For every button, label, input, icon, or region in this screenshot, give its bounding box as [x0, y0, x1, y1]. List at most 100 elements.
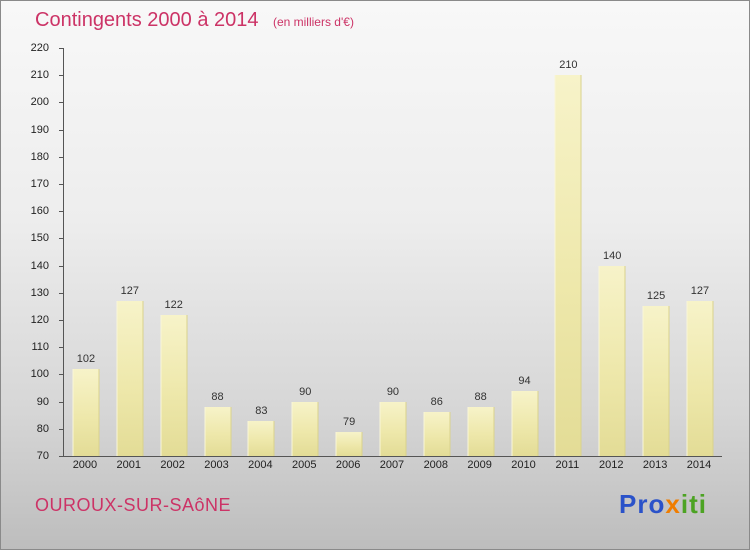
y-axis-tick — [59, 238, 64, 240]
bar-value-label: 140 — [603, 249, 622, 262]
bar — [379, 401, 407, 456]
bar-column: 83 — [239, 48, 283, 456]
x-axis-label: 2003 — [204, 459, 229, 471]
y-axis-tick — [59, 183, 64, 185]
x-axis-label: 2001 — [116, 459, 142, 471]
bar-column: 125 — [634, 48, 678, 456]
chart-title: Contingents 2000 à 2014 — [35, 9, 259, 31]
y-axis-tick — [59, 401, 64, 403]
y-axis-tick — [59, 319, 64, 321]
bar-column: 140 — [590, 48, 634, 456]
x-axis-label: 2013 — [642, 459, 668, 471]
bar-column: 127 — [108, 48, 152, 456]
bar — [116, 300, 144, 456]
y-axis-tick — [59, 156, 64, 158]
logo-letter: P — [619, 489, 638, 519]
y-axis-label: 150 — [30, 232, 49, 245]
bar — [335, 431, 363, 456]
y-axis-label: 110 — [31, 341, 49, 354]
logo-letter: t — [689, 489, 699, 519]
proxiti-logo: Proxiti — [619, 489, 707, 520]
bar-column: 88 — [459, 48, 503, 456]
y-axis-tick — [59, 265, 64, 267]
y-axis-label: 160 — [30, 205, 49, 218]
bar-value-label: 125 — [646, 290, 666, 303]
x-axis-labels: 2000 2001 2002 2003 2004 2005 2006 2007 2008 2009… — [63, 459, 721, 471]
y-axis-label: 210 — [30, 69, 49, 82]
bar-value-label: 94 — [518, 374, 531, 387]
y-axis-label: 200 — [30, 96, 49, 109]
bar-column: 102 — [64, 48, 108, 456]
logo-letter: x — [665, 489, 681, 519]
chart-subtitle: (en milliers d'€) — [272, 15, 354, 29]
bar-column: 79 — [327, 48, 371, 456]
x-axis-label: 2012 — [599, 459, 624, 471]
y-axis-label: 70 — [36, 450, 49, 462]
logo-letter: i — [680, 489, 690, 519]
bar-value-label: 88 — [211, 391, 224, 404]
y-axis-tick — [59, 428, 64, 430]
bar-column: 127 — [678, 48, 722, 456]
bar — [598, 265, 626, 456]
bar-value-label: 83 — [255, 404, 268, 417]
x-axis-label: 2005 — [291, 459, 317, 471]
footer-location: OUROUX-SUR-SAôNE — [35, 495, 232, 515]
y-axis-label: 190 — [30, 123, 49, 136]
bar-value-label: 122 — [164, 298, 183, 311]
y-axis-label: 140 — [30, 259, 49, 272]
bar — [423, 412, 451, 456]
bar-column: 88 — [196, 48, 240, 456]
bar-column: 210 — [546, 48, 590, 456]
y-axis-label: 120 — [30, 313, 49, 326]
bar-value-label: 79 — [342, 415, 356, 428]
logo-letter: r — [637, 489, 649, 519]
y-axis-label: 90 — [36, 395, 49, 408]
x-axis-label: 2014 — [686, 459, 712, 471]
x-axis-label: 2011 — [555, 459, 580, 471]
y-axis-label: 130 — [30, 286, 49, 299]
bar-value-label: 90 — [386, 385, 400, 398]
bar — [291, 401, 319, 456]
y-axis-tick — [59, 102, 64, 104]
y-axis-tick — [59, 129, 64, 131]
y-axis-label: 220 — [30, 42, 49, 54]
y-axis-tick — [59, 374, 64, 376]
y-axis-tick — [59, 292, 64, 294]
bar — [511, 390, 539, 456]
bar — [554, 75, 582, 456]
bar — [467, 407, 495, 456]
bars-container: 102 127 122 88 83 90 79 90 86 88 94 210 140 125 127 — [64, 48, 722, 456]
y-axis-label: 170 — [30, 177, 49, 190]
bar — [160, 314, 188, 456]
bar — [72, 368, 100, 456]
x-axis-label: 2002 — [160, 459, 185, 471]
y-axis-label: 180 — [30, 150, 49, 163]
y-axis-tick — [59, 456, 64, 457]
bar-value-label: 102 — [76, 352, 96, 365]
bar-column: 90 — [371, 48, 415, 456]
bar-value-label: 210 — [559, 59, 578, 72]
bar-column: 94 — [503, 48, 547, 456]
bar-column: 122 — [152, 48, 196, 456]
y-axis-tick — [59, 75, 64, 77]
bar-column: 90 — [283, 48, 327, 456]
x-axis-label: 2004 — [248, 459, 273, 471]
x-axis-label: 2006 — [335, 459, 361, 471]
bar-value-label: 127 — [120, 284, 139, 297]
plot-area: 102 127 122 88 83 90 79 90 86 88 94 210 140 125 127 — [59, 48, 722, 457]
y-axis-label: 80 — [36, 422, 49, 435]
bar — [686, 300, 714, 456]
x-axis-label: 2007 — [379, 459, 405, 471]
y-axis-tick — [59, 48, 64, 49]
y-axis-tick — [59, 347, 64, 349]
bar-value-label: 90 — [299, 385, 312, 398]
bar-value-label: 86 — [430, 396, 443, 409]
x-axis-label: 2008 — [423, 459, 449, 471]
y-axis-labels: 220 210 200 190 180 170 160 150 140 130 120 110 100 9… — [1, 42, 55, 462]
y-axis-label: 100 — [30, 368, 49, 381]
bar-value-label: 127 — [690, 284, 710, 297]
bar — [247, 420, 275, 456]
bar — [642, 306, 670, 456]
bar — [204, 407, 231, 456]
